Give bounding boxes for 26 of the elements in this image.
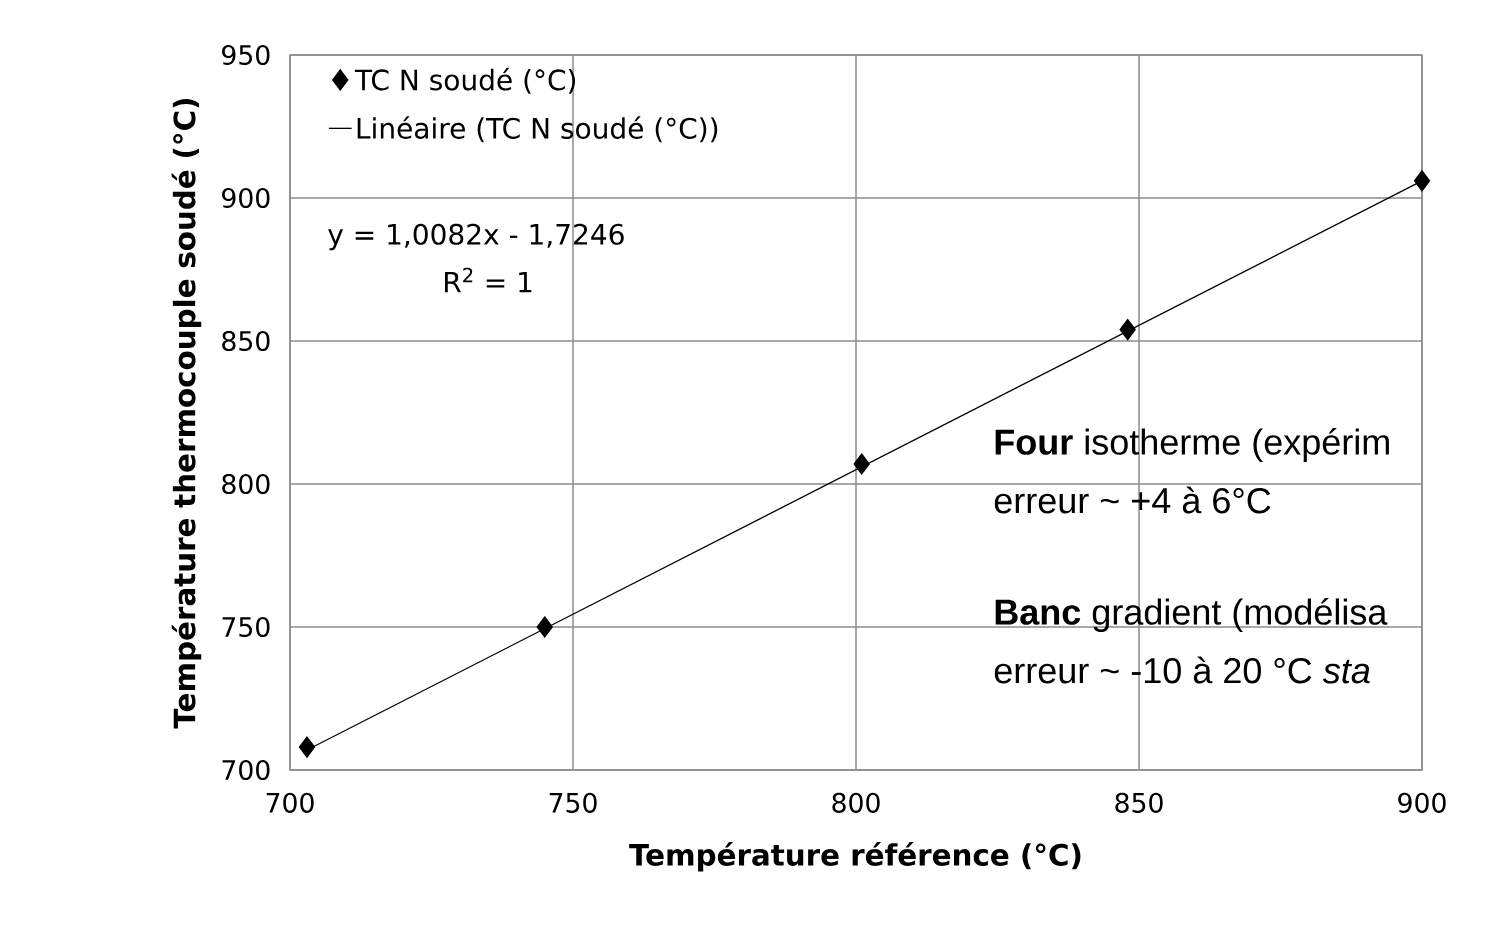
y-axis-title: Température thermocouple soudé (°C) xyxy=(171,99,202,729)
annotation: y = 1,0082x - 1,7246 xyxy=(328,223,624,251)
legend-label: Linéaire (TC N soudé (°C)) xyxy=(357,116,718,143)
annotation: erreur ~ +4 à 6°C xyxy=(994,486,1271,514)
point xyxy=(298,736,316,758)
annotation: Banc gradient (modélisa xyxy=(995,598,1388,632)
point xyxy=(536,616,553,638)
x-tick-label: 700 xyxy=(266,792,314,813)
legend-label: TC N soudé (°C) xyxy=(354,67,576,94)
annotation: Four isotherme (expérim xyxy=(995,428,1389,462)
point xyxy=(853,453,870,475)
x-tick-label: 750 xyxy=(549,792,597,813)
y-tick-label: 800 xyxy=(222,473,270,495)
x-axis-title: Température référence (°C) xyxy=(629,842,1081,872)
y-tick-label: 950 xyxy=(222,44,270,66)
y-tick-label: 900 xyxy=(222,187,270,209)
point xyxy=(1119,318,1136,341)
annotation: R$^{2}$ = 1 xyxy=(445,267,532,293)
point xyxy=(1413,170,1431,192)
y-tick-label: 750 xyxy=(222,616,270,638)
y-tick-label: 850 xyxy=(222,330,270,352)
x-tick-label: 800 xyxy=(832,792,880,813)
y-tick-label: 700 xyxy=(222,759,270,781)
x-tick-label: 850 xyxy=(1115,792,1163,813)
x-tick-label: 900 xyxy=(1398,792,1446,813)
annotation: erreur ~ -10 à 20 °C sta xyxy=(994,656,1370,684)
